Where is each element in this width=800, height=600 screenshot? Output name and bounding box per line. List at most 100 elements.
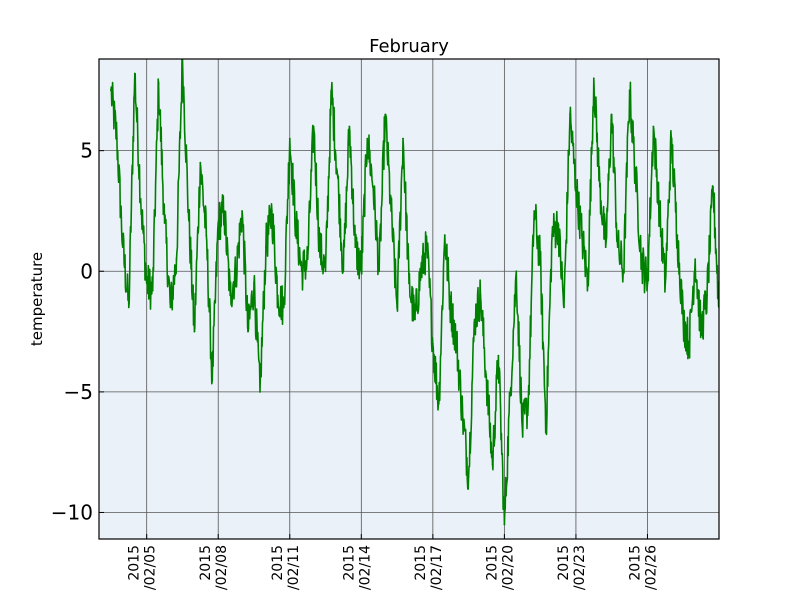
series-point [282, 306, 285, 309]
series-point [676, 234, 679, 237]
series-point [187, 210, 190, 212]
x-tick-label-year: 2015 [127, 545, 143, 581]
series-point [461, 415, 464, 417]
x-tick-label: 2015/02/05 [127, 545, 159, 590]
series-point [116, 137, 118, 140]
y-axis-ticks: 5 0 −5 −10 [51, 139, 104, 524]
series-point [616, 246, 619, 249]
series-point [402, 137, 404, 140]
series-point [163, 222, 166, 224]
series-point [414, 318, 416, 321]
series-point [217, 222, 220, 224]
series-point [604, 246, 607, 249]
series-point [330, 89, 333, 92]
series-point [581, 234, 583, 237]
series-point [193, 330, 196, 333]
x-tick-label: 2015/02/23 [556, 545, 588, 590]
series-point [253, 282, 255, 285]
series-point [497, 354, 500, 357]
series-point [467, 475, 470, 478]
series-point [551, 234, 553, 237]
series-point [634, 173, 637, 176]
x-tick-label: 2015/02/17 [413, 545, 445, 590]
series-point [157, 82, 160, 84]
series-point [336, 173, 339, 176]
x-tick-label-date: /02/20 [500, 545, 516, 590]
series-point [575, 185, 577, 188]
series-point [646, 282, 649, 285]
series-point [342, 270, 345, 273]
x-tick-label-date: /02/05 [143, 545, 159, 590]
series-point [640, 258, 643, 261]
series-point [390, 210, 392, 212]
series-point [479, 294, 482, 297]
x-tick-label-year: 2015 [484, 545, 500, 581]
series-point [598, 185, 601, 188]
series-point [271, 210, 273, 212]
series-point [545, 427, 547, 429]
x-tick-label-year: 2015 [198, 545, 214, 581]
x-tick-label-date: /02/26 [643, 545, 659, 590]
series-point [437, 403, 440, 405]
series-point [133, 72, 136, 75]
series-point [557, 222, 559, 224]
y-tick-label: −5 [64, 380, 93, 404]
series-point [121, 246, 124, 249]
series-point [712, 185, 714, 188]
series-point [139, 198, 142, 200]
series-point [694, 258, 697, 261]
series-point [169, 306, 172, 309]
x-tick-label-year: 2015 [627, 545, 643, 581]
series-point [265, 246, 267, 249]
x-tick-label-date: /02/14 [357, 545, 373, 590]
series-point [670, 137, 673, 140]
series-point [426, 246, 428, 249]
series-point [229, 294, 232, 297]
series-point [706, 294, 708, 297]
series-point [420, 270, 422, 273]
series-point [384, 113, 387, 116]
series-point [622, 270, 625, 273]
x-tick-label: 2015/02/20 [484, 545, 516, 590]
series-point [509, 391, 512, 393]
y-tick-label: 5 [80, 139, 93, 163]
x-tick-label-date: /02/17 [429, 545, 445, 590]
x-tick-label: 2015/02/11 [270, 545, 302, 590]
y-axis-label: temperature [28, 252, 46, 346]
series-point [235, 270, 238, 273]
plot-area-background [99, 59, 719, 539]
series-point [366, 137, 369, 140]
series-point [175, 258, 178, 261]
x-tick-label-year: 2015 [341, 545, 357, 581]
series-point [431, 342, 434, 345]
series-point [628, 89, 631, 92]
series-point [354, 246, 357, 249]
series-layer [110, 59, 719, 526]
series-point [700, 330, 702, 333]
series-point [288, 137, 291, 140]
series-point [569, 113, 571, 116]
series-point [127, 306, 130, 309]
x-tick-label-date: /02/23 [572, 545, 588, 590]
series-point [586, 282, 589, 285]
series-point [408, 282, 410, 285]
series-point [378, 270, 381, 273]
series-point [515, 270, 518, 273]
x-tick-label-year: 2015 [413, 545, 429, 581]
series-point [318, 246, 321, 249]
x-tick-label-year: 2015 [556, 545, 572, 581]
series-point [294, 222, 297, 224]
series-point [652, 125, 655, 128]
series-point [491, 463, 494, 466]
series-point [658, 210, 661, 212]
series-point [276, 294, 279, 297]
series-point [145, 282, 148, 285]
y-tick-label: −10 [51, 500, 93, 524]
x-tick-label: 2015/02/14 [341, 545, 373, 590]
series-point [533, 210, 536, 212]
x-tick-label-year: 2015 [270, 545, 286, 581]
series-point [443, 234, 446, 237]
series-point [503, 523, 506, 526]
x-tick-label-date: /02/08 [214, 545, 230, 590]
series-point [348, 125, 351, 128]
